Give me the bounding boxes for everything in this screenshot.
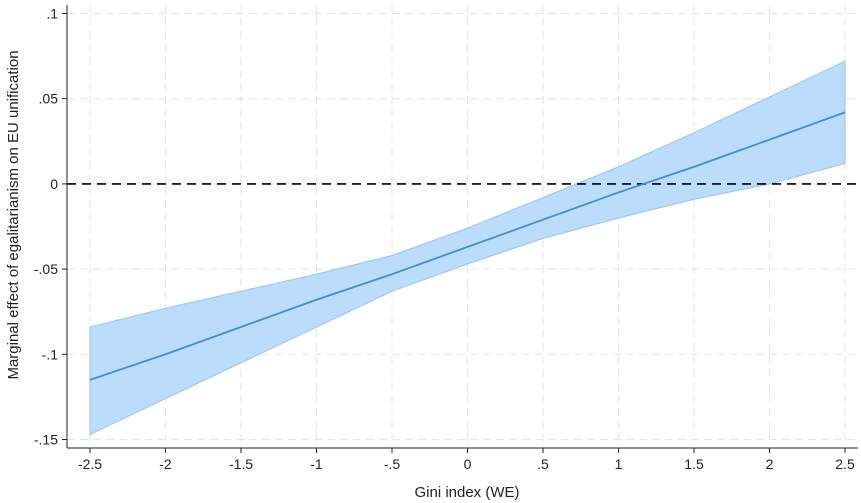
x-tick-label-9: 2 bbox=[766, 456, 774, 472]
y-tick-label-0: .1 bbox=[46, 6, 58, 22]
marginal-effect-line bbox=[89, 111, 846, 381]
x-tick-label-1: -2 bbox=[159, 456, 172, 472]
y-tick-label-1: .05 bbox=[39, 91, 59, 107]
x-axis-title: Gini index (WE) bbox=[414, 484, 519, 501]
x-tick-label-0: -2.5 bbox=[78, 456, 102, 472]
x-tick-label-3: -1 bbox=[310, 456, 323, 472]
y-tick-label-4: -.1 bbox=[42, 346, 59, 362]
y-tick-label-5: -.15 bbox=[34, 431, 58, 447]
x-tick-label-8: 1.5 bbox=[684, 456, 704, 472]
series-line-layer bbox=[89, 111, 846, 381]
y-tick-label-3: -.05 bbox=[34, 261, 58, 277]
y-tick-label-2: 0 bbox=[50, 176, 58, 192]
x-tick-label-10: 2.5 bbox=[835, 456, 855, 472]
y-tick-labels: .1 .05 0 -.05 -.1 -.15 bbox=[34, 6, 67, 447]
y-axis-title: Marginal effect of egalitarianism on EU … bbox=[5, 50, 22, 379]
x-tick-label-2: -1.5 bbox=[229, 456, 253, 472]
x-tick-labels: -2.5 -2 -1.5 -1 -.5 0 .5 1 1.5 2 2.5 bbox=[78, 448, 855, 472]
x-tick-label-7: 1 bbox=[615, 456, 623, 472]
x-tick-label-6: .5 bbox=[537, 456, 549, 472]
x-tick-label-5: 0 bbox=[464, 456, 472, 472]
x-tick-label-4: -.5 bbox=[384, 456, 401, 472]
axes bbox=[66, 5, 858, 449]
